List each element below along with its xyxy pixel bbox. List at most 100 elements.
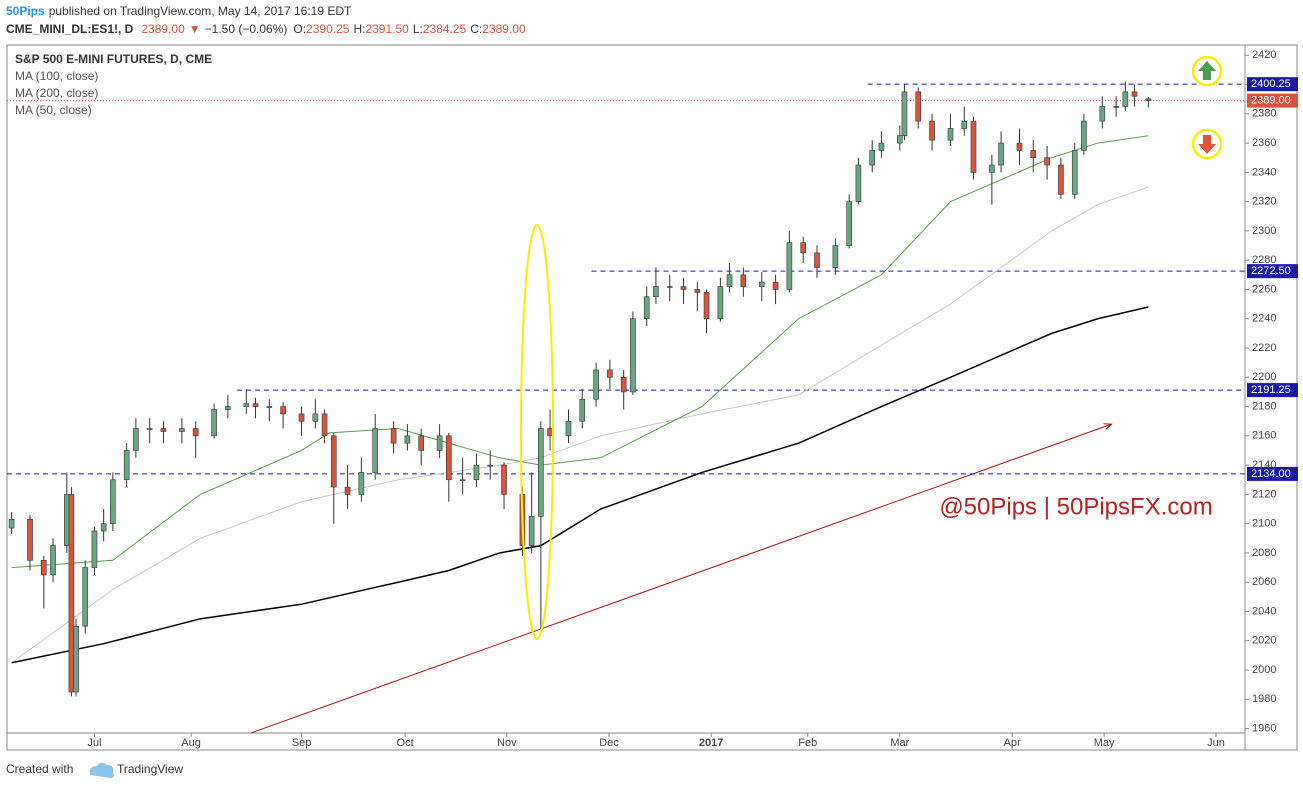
candle-body [133, 428, 139, 451]
candle-body [330, 435, 337, 488]
candle-body [832, 245, 839, 268]
candle-body [620, 376, 627, 393]
candle-body [897, 135, 903, 144]
candle-body [280, 406, 286, 415]
change: −1.50 (−0.06%) [205, 22, 288, 36]
candle-body [266, 406, 273, 408]
y-tick-label: 2360 [1252, 137, 1276, 149]
symbol-line: CME_MINI_DL:ES1!, D 2389.00 ▼ −1.50 (−0.06%… [6, 22, 526, 36]
ohlc-value: 2384.25 [423, 22, 467, 36]
candle-body [593, 369, 599, 400]
candle-body [82, 567, 89, 627]
x-tick-label: Jun [1207, 737, 1225, 749]
candle-body [970, 120, 977, 173]
y-tick-label: 2100 [1252, 518, 1276, 530]
candle-body [772, 281, 779, 290]
candle-body [1131, 91, 1138, 97]
candle-body [41, 559, 47, 576]
ohlc-value: 2390.25 [306, 22, 350, 36]
candle-body [1058, 164, 1064, 195]
candle-body [547, 428, 553, 437]
candle-body [344, 486, 351, 495]
level-label: 2134.00 [1251, 468, 1291, 480]
candle-body [1099, 106, 1106, 122]
ohlc-value: 2389.00 [482, 22, 526, 36]
tradingview-logo[interactable] [89, 762, 115, 778]
candle-body [989, 164, 995, 173]
candle-body [404, 435, 411, 444]
legend-entry: MA (200, close) [15, 86, 98, 100]
candle-body [565, 420, 572, 437]
symbol: CME_MINI_DL:ES1!, D [6, 22, 134, 36]
candle-body [146, 428, 153, 430]
candle-body [855, 164, 862, 202]
x-tick-label: Oct [397, 737, 414, 749]
x-tick-label: May [1094, 737, 1115, 749]
last-price-label: 2389.00 [1251, 95, 1291, 107]
candle-body [73, 625, 79, 693]
candle-body [418, 435, 425, 451]
candle-body [252, 403, 259, 407]
level-badge [1247, 264, 1298, 279]
candle-body [1113, 106, 1119, 108]
candle-body [643, 296, 650, 320]
published: published on TradingView.com, May 14, 20… [49, 4, 352, 18]
candle-body [1145, 98, 1152, 101]
y-tick-label: 2120 [1252, 488, 1276, 500]
candle-body [929, 120, 935, 141]
level-label: 2272.50 [1251, 265, 1291, 277]
candle-body [225, 406, 231, 410]
candle-body [27, 518, 33, 561]
candle-body [947, 128, 954, 141]
candle-body [446, 435, 452, 481]
candle-body [538, 428, 544, 517]
y-tick-label: 2040 [1252, 605, 1276, 617]
candle-body [717, 286, 724, 320]
candle-body [1122, 91, 1129, 107]
candle-body [160, 428, 167, 432]
y-tick-label: 2420 [1252, 49, 1276, 61]
y-tick-label: 2380 [1252, 108, 1276, 120]
candle-body [869, 150, 876, 166]
candle-body [312, 413, 319, 422]
moving-average [11, 306, 1149, 664]
last-price-badge [1247, 93, 1298, 108]
candle-body [998, 142, 1004, 166]
author[interactable]: 50Pips [6, 4, 45, 18]
candle-body [1081, 120, 1087, 151]
candle-body [64, 494, 70, 546]
level-badge [1247, 383, 1298, 398]
candle-body [528, 516, 535, 546]
y-tick-label: 2020 [1252, 635, 1276, 647]
candle-body [814, 252, 820, 268]
candle-body [8, 518, 15, 529]
chart-title: S&P 500 E-MINI FUTURES, D, CME [15, 52, 212, 66]
ohlc-value: 2391.50 [365, 22, 409, 36]
candle-body [961, 120, 968, 129]
y-tick-label: 2260 [1252, 283, 1276, 295]
y-tick-label: 2300 [1252, 225, 1276, 237]
legend-entry: MA (100, close) [15, 69, 98, 83]
frame [6, 44, 1298, 751]
x-tick-label: Feb [798, 737, 817, 749]
footer-brand[interactable]: TradingView [117, 762, 183, 776]
footer-created: Created with [6, 762, 73, 776]
x-tick-label: Apr [1004, 737, 1021, 749]
level-label: 2191.25 [1251, 384, 1291, 396]
candle-body [846, 201, 853, 246]
up-icon-ring [1191, 55, 1223, 87]
x-tick-label: Aug [181, 737, 201, 749]
candle-body [703, 292, 710, 320]
y-tick-label: 2080 [1252, 547, 1276, 559]
price: 2389.00 [141, 22, 185, 36]
publish-line: 50Pips published on TradingView.com, May … [6, 4, 352, 18]
candle-body [786, 242, 793, 290]
candle-body [179, 428, 185, 432]
down-icon-ring [1191, 128, 1223, 160]
candle-body [1030, 150, 1037, 159]
candle-body [298, 413, 305, 422]
candle-body [390, 428, 397, 444]
down-arrow-icon [1198, 135, 1216, 154]
